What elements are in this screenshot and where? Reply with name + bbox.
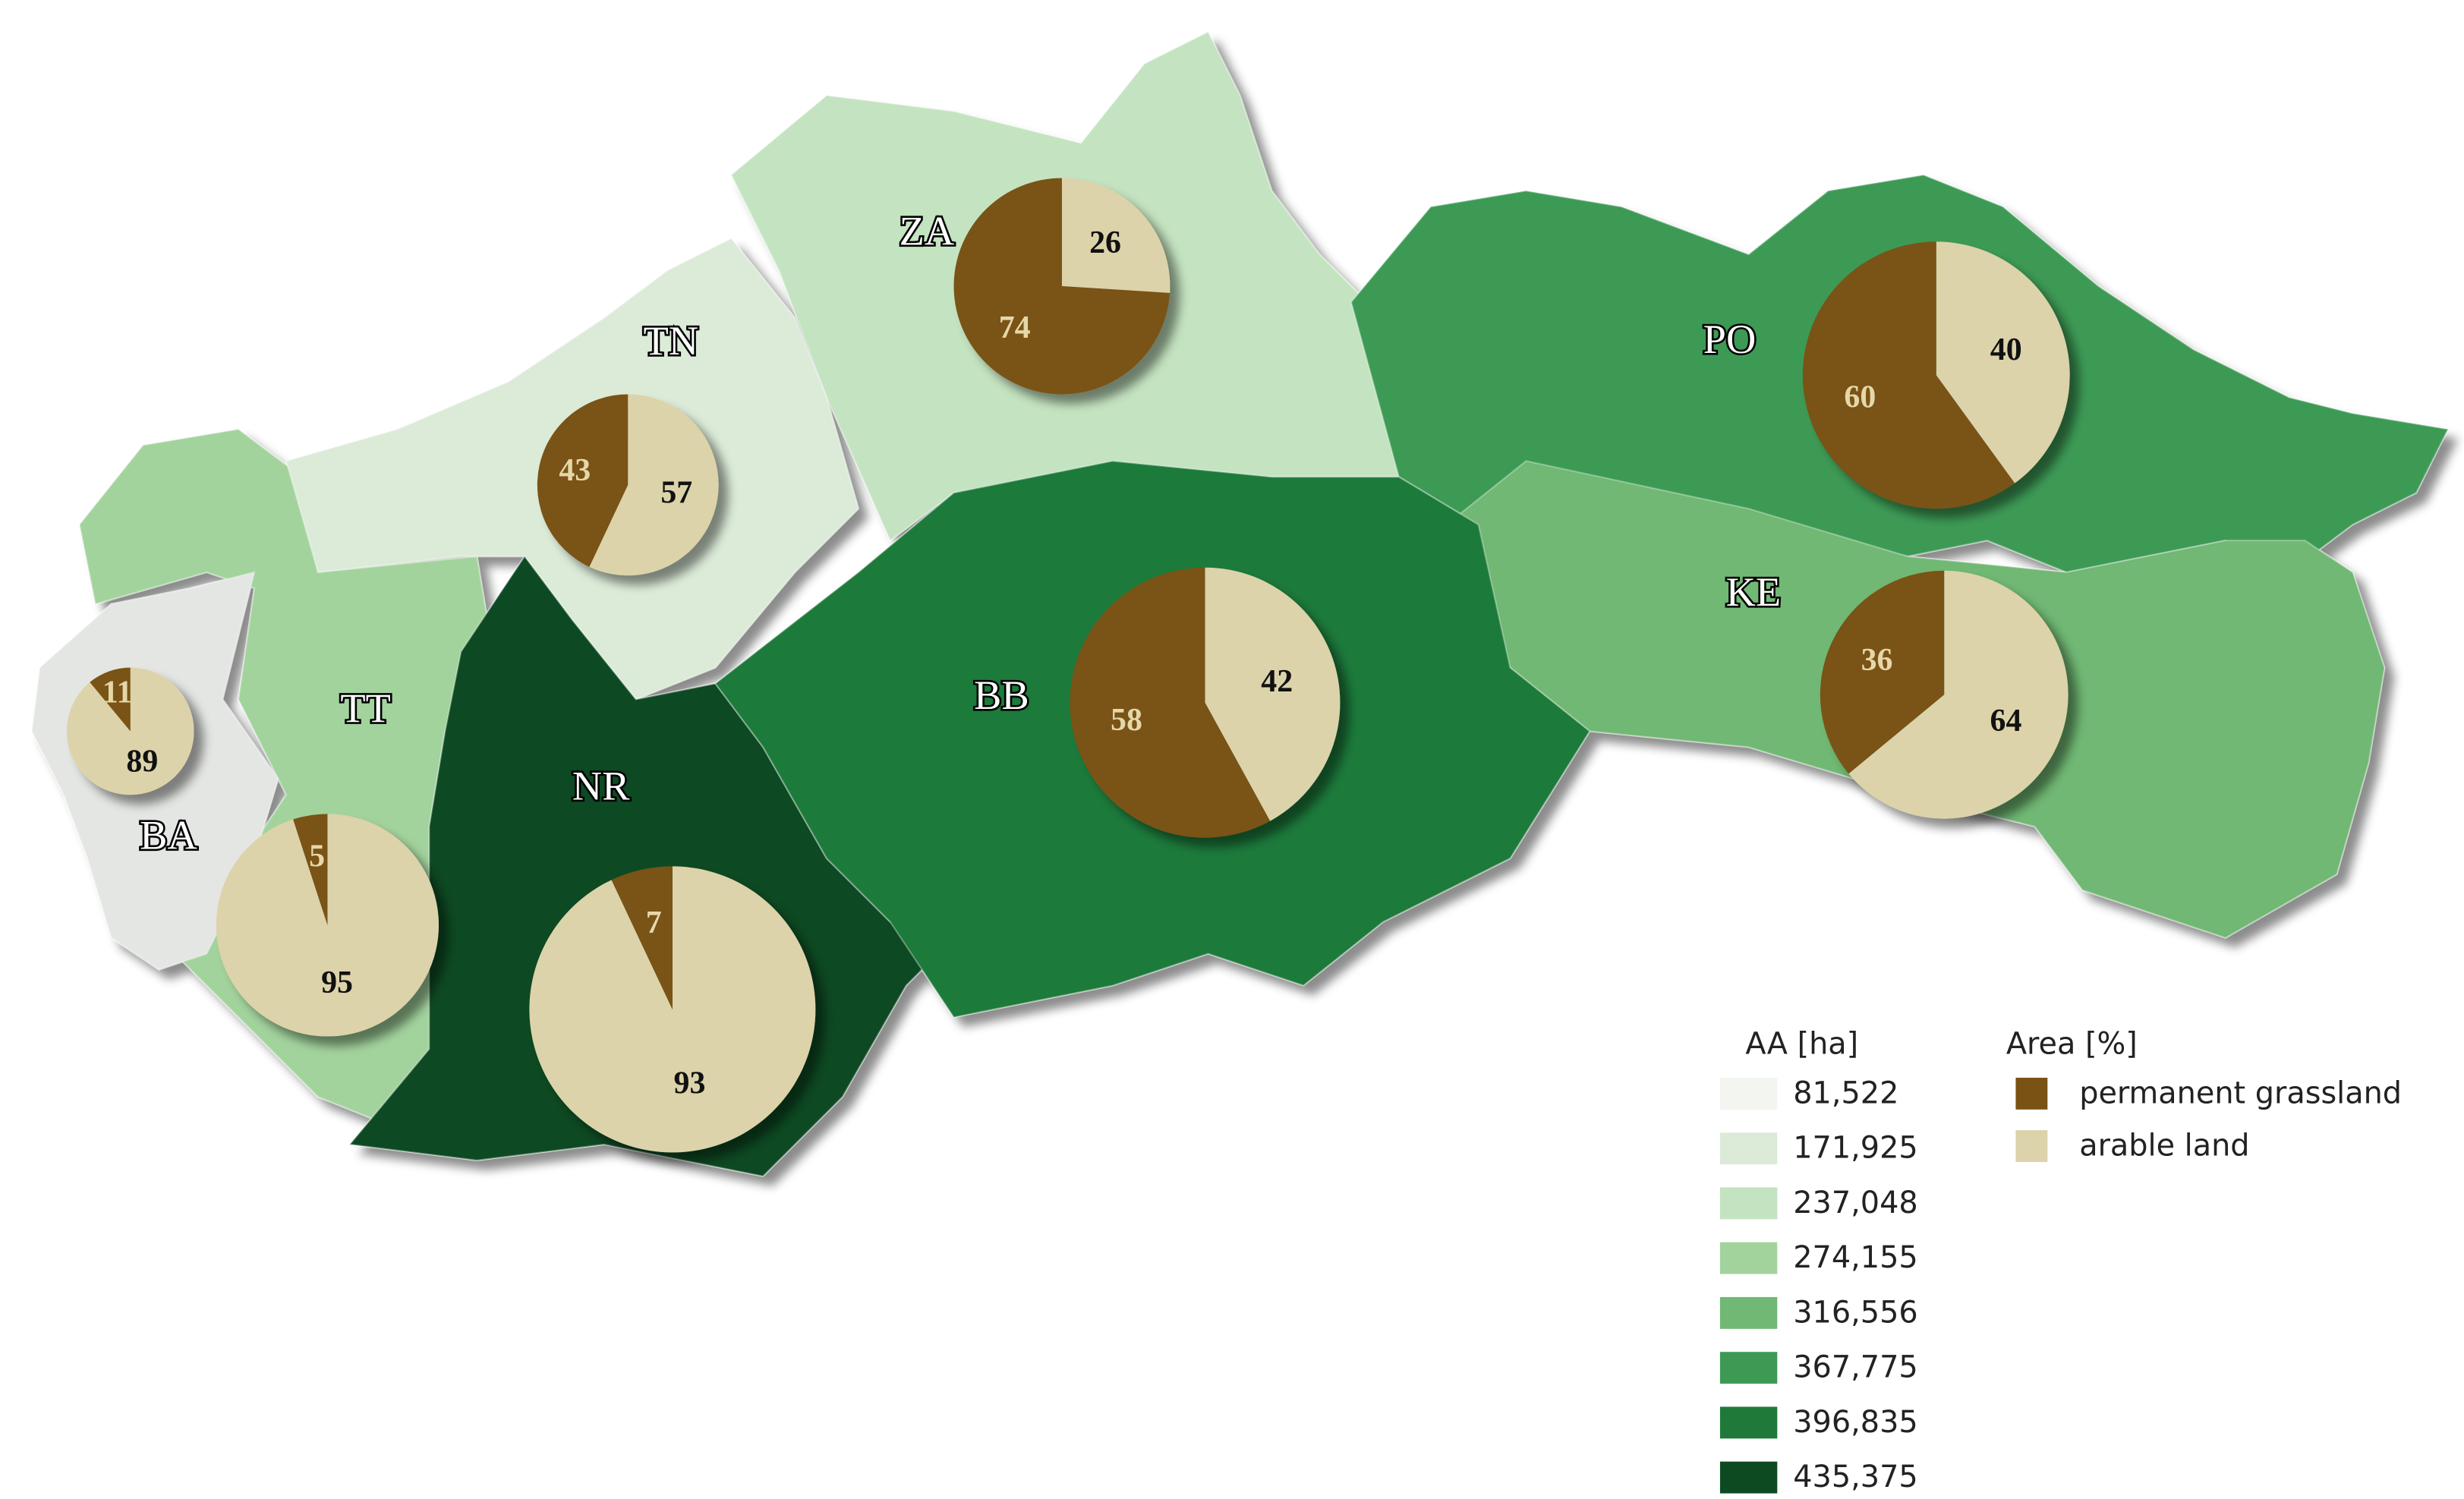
legend-swatch xyxy=(1719,1461,1778,1494)
pie-slice xyxy=(1061,178,1171,293)
value-label: 26 xyxy=(1089,225,1121,260)
pie-slice xyxy=(66,667,194,795)
pie-slice xyxy=(589,394,719,576)
legend-swatch xyxy=(2015,1130,2048,1162)
pie xyxy=(216,814,439,1037)
value-label: 58 xyxy=(1111,703,1142,738)
value-label: 64 xyxy=(1990,704,2022,738)
legend-title: Area [%] xyxy=(2006,1027,2138,1062)
pie-slice xyxy=(90,667,131,732)
legend-label: permanent grassland xyxy=(2079,1075,2402,1110)
pie xyxy=(1070,567,1341,838)
pie xyxy=(1820,570,2069,819)
legend-swatch xyxy=(1719,1352,1778,1384)
legend-label: 435,375 xyxy=(1793,1460,1917,1494)
legend-swatch xyxy=(2015,1077,2048,1110)
value-label: 95 xyxy=(321,965,353,1000)
region-label: ZA xyxy=(900,208,955,254)
region-label: NR xyxy=(572,762,630,808)
legend-label: 367,775 xyxy=(1793,1350,1917,1385)
legend-swatch xyxy=(1719,1187,1778,1220)
legend-swatch xyxy=(1719,1242,1778,1274)
legend-label: 237,048 xyxy=(1793,1186,1917,1220)
legend-title: AA [ha] xyxy=(1745,1027,1858,1062)
pie-slice xyxy=(1820,570,1945,774)
legend-swatch xyxy=(1719,1132,1778,1165)
legend-label: 396,835 xyxy=(1793,1405,1917,1440)
pie-slice xyxy=(1848,570,2069,819)
value-label: 93 xyxy=(674,1066,706,1101)
value-label: 43 xyxy=(559,453,591,488)
region-labels: BA TT TN ZA NR BB PO KE xyxy=(138,206,1783,860)
region-label: BB xyxy=(974,672,1029,718)
region-label: TT xyxy=(340,685,391,731)
region-label: PO xyxy=(1703,316,1757,362)
legend-label: arable land xyxy=(2079,1129,2249,1164)
pie xyxy=(953,178,1171,395)
region-label: BA xyxy=(140,811,197,858)
legend-swatch xyxy=(1719,1296,1778,1329)
value-label: 42 xyxy=(1261,664,1293,699)
pie-slice xyxy=(1936,241,2070,483)
region-label: TN xyxy=(643,317,698,364)
pie-slice xyxy=(611,866,673,1009)
value-label: 89 xyxy=(126,744,158,779)
pie xyxy=(529,866,816,1153)
pie-slice xyxy=(953,178,1171,395)
value-label: 74 xyxy=(999,310,1031,345)
legend: AA [ha] Area [%] 81,522 171,925 237,048 274… xyxy=(1719,1027,2402,1494)
pies: 89 11 95 5 57 43 26 74 93 7 42 58 40 60 64 36 xyxy=(66,178,2070,1153)
legend-label: 171,925 xyxy=(1793,1131,1917,1166)
legend-swatch xyxy=(1719,1077,1778,1110)
pie xyxy=(1802,241,2070,509)
value-label: 40 xyxy=(1990,332,2022,367)
value-label: 5 xyxy=(309,839,325,874)
legend-label: 81,522 xyxy=(1793,1075,1898,1110)
value-label: 11 xyxy=(102,675,133,710)
pie-slice xyxy=(216,814,439,1037)
pie xyxy=(537,394,719,576)
region-label: KE xyxy=(1726,568,1782,615)
pie xyxy=(66,667,194,795)
pie-slice xyxy=(293,814,328,925)
pie-slice xyxy=(1205,567,1341,821)
pie-slice xyxy=(529,866,816,1153)
value-label: 36 xyxy=(1861,643,1893,678)
pie-slice xyxy=(1802,241,2015,509)
legend-label: 316,556 xyxy=(1793,1295,1917,1330)
pie-slice xyxy=(1070,567,1271,838)
value-label: 60 xyxy=(1844,380,1876,415)
legend-label: 274,155 xyxy=(1793,1240,1917,1275)
value-label: 7 xyxy=(646,905,662,940)
pie-slice xyxy=(537,394,629,567)
legend-swatch xyxy=(1719,1406,1778,1439)
value-label: 57 xyxy=(660,476,692,511)
